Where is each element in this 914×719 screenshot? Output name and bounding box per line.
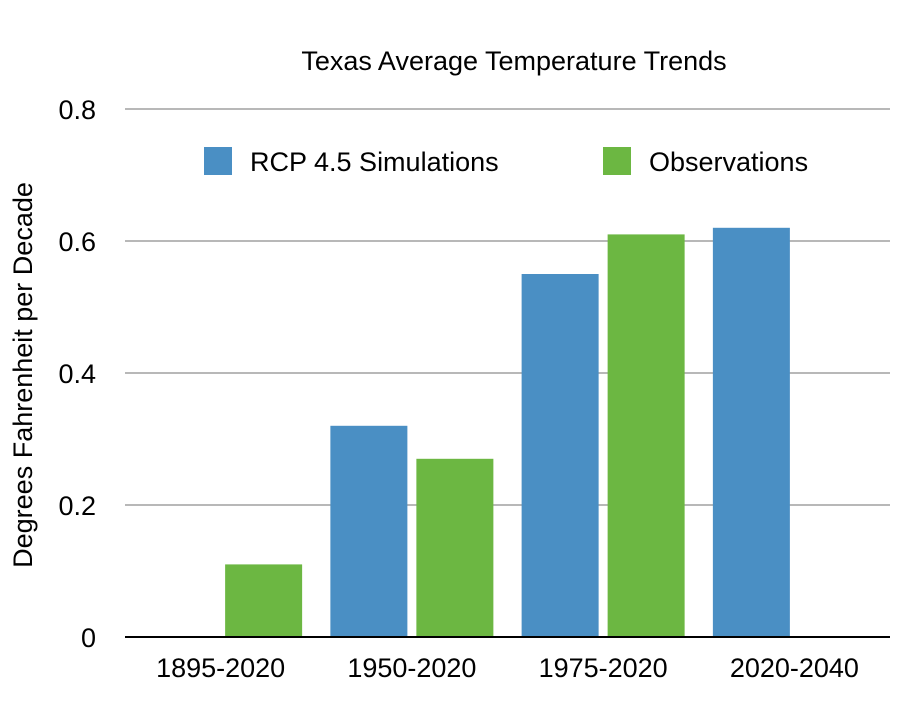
x-tick-label: 1975-2020 — [539, 653, 668, 683]
legend-swatch — [603, 147, 631, 175]
y-tick-label: 0.2 — [58, 491, 96, 521]
x-tick-label: 1895-2020 — [156, 653, 285, 683]
legend-label: Observations — [649, 147, 808, 177]
y-axis-label: Degrees Fahrenheit per Decade — [8, 182, 38, 568]
bar — [521, 274, 599, 637]
x-tick-label: 2020-2040 — [730, 653, 859, 683]
bar — [330, 425, 408, 637]
bar — [607, 234, 685, 637]
y-tick-label: 0.6 — [58, 227, 96, 257]
bar — [712, 227, 790, 638]
axes: 0 0.2 0.4 0.6 0.8 1895-2020 1950-2020 1975-2020… — [58, 95, 890, 683]
legend-label: RCP 4.5 Simulations — [250, 147, 499, 177]
y-tick-label: 0.4 — [58, 359, 96, 389]
bars — [225, 227, 790, 638]
bar — [416, 458, 494, 637]
bar — [225, 564, 303, 637]
y-tick-label: 0.8 — [58, 95, 96, 125]
x-tick-label: 1950-2020 — [347, 653, 476, 683]
y-tick-label: 0 — [81, 623, 96, 653]
legend-swatch — [204, 147, 232, 175]
chart-title: Texas Average Temperature Trends — [301, 46, 726, 76]
legend: RCP 4.5 Simulations Observations — [204, 147, 808, 177]
